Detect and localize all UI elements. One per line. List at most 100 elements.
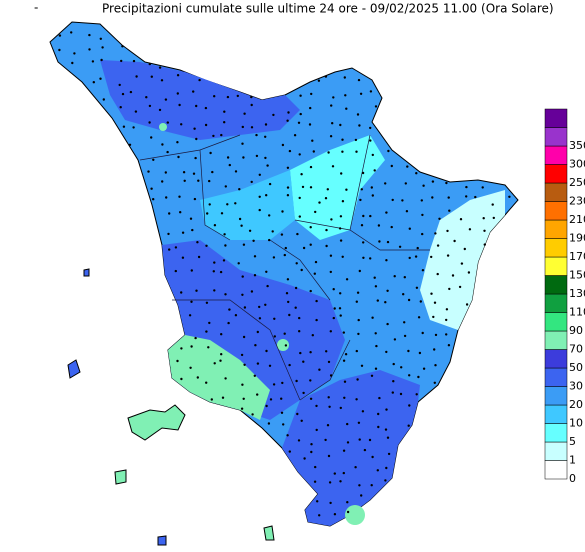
station-dot (283, 253, 286, 257)
station-dot (445, 333, 448, 336)
station-dot (298, 215, 301, 218)
legend-label: 230 (569, 195, 585, 208)
station-dot (403, 321, 406, 324)
station-dot (269, 398, 273, 401)
station-dot (301, 185, 305, 189)
station-dot (121, 92, 125, 96)
station-dot (398, 245, 402, 248)
station-dot (406, 165, 409, 168)
station-dot (384, 182, 387, 185)
station-dot (415, 172, 418, 175)
station-dot (250, 95, 253, 99)
station-dot (324, 197, 328, 200)
station-dot (430, 255, 433, 259)
station-dot (341, 138, 344, 141)
station-dot (369, 139, 372, 142)
station-dot (242, 335, 246, 339)
station-dot (286, 278, 290, 281)
station-dot (181, 256, 185, 259)
station-dot (438, 217, 441, 220)
station-dot (346, 501, 349, 504)
station-dot (326, 424, 330, 427)
station-dot (286, 166, 290, 169)
station-dot (286, 119, 289, 122)
station-dot (342, 471, 345, 475)
station-dot (294, 306, 297, 309)
station-dot (135, 75, 138, 78)
station-dot (419, 300, 422, 303)
station-dot (330, 218, 333, 221)
station-dot (328, 481, 332, 484)
station-dot (224, 244, 227, 247)
station-dot (468, 228, 472, 231)
header-mark: - (34, 1, 38, 15)
station-dot (188, 314, 192, 317)
station-dot (346, 441, 350, 444)
station-dot (178, 195, 181, 198)
station-dot (360, 224, 364, 227)
station-dot (273, 317, 276, 320)
station-dot (129, 90, 133, 94)
station-dot (338, 307, 342, 310)
station-dot (152, 198, 155, 201)
station-dot (422, 367, 426, 370)
station-dot (176, 92, 179, 95)
station-dot (234, 170, 238, 173)
station-dot (362, 256, 365, 259)
station-dot (174, 246, 178, 249)
station-dot (356, 378, 359, 381)
station-dot (286, 434, 289, 437)
station-dot (508, 195, 511, 198)
station-dot (213, 95, 216, 98)
station-dot (243, 363, 246, 366)
station-dot (258, 317, 262, 320)
station-dot (341, 255, 344, 258)
station-dot (213, 289, 216, 292)
station-dot (345, 278, 349, 281)
station-dot (255, 154, 259, 158)
station-dot (309, 106, 312, 110)
station-dot (180, 347, 183, 350)
station-dot (309, 226, 312, 229)
station-dot (402, 293, 405, 296)
station-dot (362, 214, 365, 218)
station-dot (343, 396, 346, 399)
station-dot (102, 98, 106, 101)
station-dot (251, 413, 254, 416)
island (127, 404, 186, 441)
station-dot (194, 156, 197, 160)
station-dot (421, 269, 425, 272)
station-dot (356, 113, 360, 116)
station-dot (370, 484, 373, 487)
legend-swatch (544, 441, 568, 461)
station-dot (272, 256, 276, 259)
legend-label: 300 (569, 158, 585, 171)
station-dot (240, 224, 243, 227)
station-dot (385, 211, 388, 214)
station-dot (254, 344, 257, 347)
station-dot (189, 217, 193, 220)
station-dot (226, 203, 229, 206)
station-dot (145, 96, 148, 99)
station-dot (329, 135, 333, 138)
station-dot (386, 289, 389, 292)
station-dot (285, 292, 289, 295)
station-dot (386, 322, 389, 326)
station-dot (408, 374, 411, 377)
legend-swatch (544, 404, 568, 424)
station-dot (121, 45, 124, 48)
station-dot (332, 96, 335, 99)
station-dot (196, 241, 199, 244)
station-dot (193, 197, 197, 201)
station-dot (258, 195, 261, 198)
station-dot (224, 377, 227, 380)
station-dot (436, 244, 440, 247)
station-dot (177, 155, 180, 159)
station-dot (339, 215, 343, 218)
station-dot (345, 107, 348, 110)
station-dot (325, 350, 328, 353)
station-dot (242, 243, 246, 246)
station-dot (315, 299, 318, 303)
station-dot (252, 239, 255, 242)
station-dot (295, 262, 298, 265)
